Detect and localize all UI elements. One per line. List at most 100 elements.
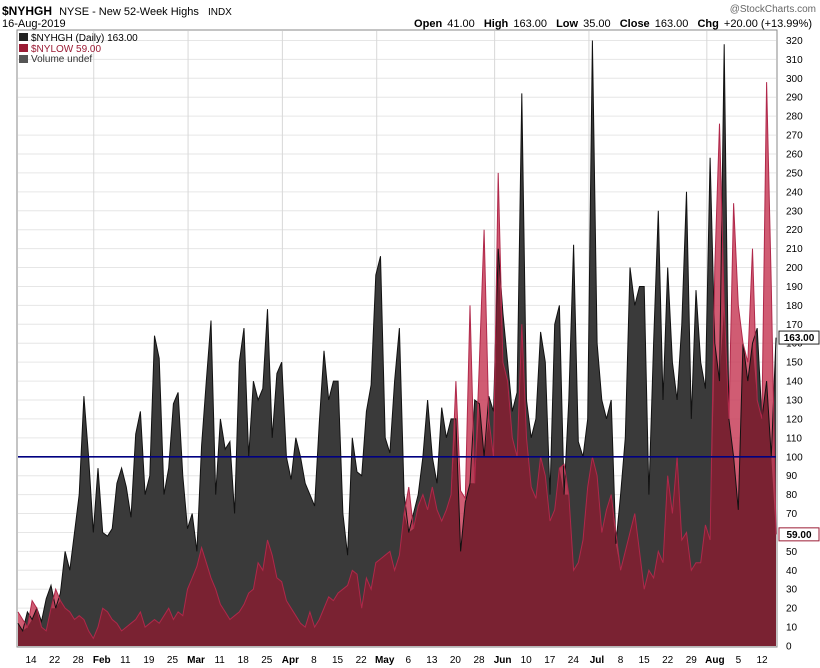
- y-tick-label: 20: [786, 604, 798, 615]
- y-tick-label: 310: [786, 55, 803, 66]
- close-value: 163.00: [655, 18, 689, 30]
- last-value-highs-box: [778, 330, 820, 345]
- y-tick-label: 210: [786, 244, 803, 255]
- y-tick-label: 320: [786, 36, 803, 47]
- x-tick-label: 28: [473, 655, 485, 666]
- last-value-highs: 163.00: [778, 330, 820, 345]
- series-areas: [17, 40, 777, 647]
- open-label: Open: [414, 18, 442, 30]
- y-tick-label: 10: [786, 623, 798, 634]
- low-label: Low: [556, 18, 578, 30]
- y-tick-label: 100: [786, 452, 803, 463]
- x-tick-label: 8: [311, 655, 317, 666]
- y-tick-label: 300: [786, 74, 803, 85]
- legend-item-volume: Volume undef: [19, 54, 92, 65]
- x-tick-label: 15: [639, 655, 651, 666]
- low-value: 35.00: [583, 18, 611, 30]
- x-tick-label: 15: [332, 655, 344, 666]
- x-tick-label: 12: [756, 655, 768, 666]
- x-tick-label: Aug: [705, 655, 724, 666]
- legend-swatch-highs: [19, 33, 28, 41]
- last-value-lows-value: 59.00: [786, 530, 811, 541]
- y-tick-label: 110: [786, 433, 802, 444]
- legend-label-volume: Volume undef: [31, 54, 92, 65]
- x-tick-label: Apr: [282, 655, 299, 666]
- legend-item-highs: $NYHGH (Daily) 163.00: [19, 33, 138, 44]
- y-tick-label: 170: [786, 320, 803, 331]
- series-line-highs: [17, 40, 777, 633]
- last-value-badges: 163.00 59.00: [778, 330, 820, 542]
- x-tick-label: 5: [736, 655, 742, 666]
- x-axis: 14 22 28 Feb 11 19 25 Mar 11 18 25 Apr 8 15 22 May 6 13 20…: [25, 655, 768, 666]
- last-value-lows-box: [778, 527, 820, 542]
- x-tick-label: 8: [618, 655, 624, 666]
- y-tick-label: 80: [786, 490, 798, 501]
- chg-value: +20.00 (+13.99%): [724, 18, 812, 30]
- y-tick-label: 70: [786, 509, 798, 520]
- y-tick-label: 90: [786, 471, 798, 482]
- x-tick-label: 22: [356, 655, 368, 666]
- y-tick-label: 230: [786, 206, 803, 217]
- x-tick-label: 6: [406, 655, 412, 666]
- y-tick-label: 250: [786, 168, 803, 179]
- high-value: 163.00: [513, 18, 547, 30]
- close-label: Close: [620, 18, 650, 30]
- watermark: @StockCharts.com: [730, 4, 816, 15]
- x-tick-label: May: [375, 655, 395, 666]
- x-tick-label: 22: [49, 655, 61, 666]
- series-line-lows: [17, 82, 777, 640]
- y-tick-label: 260: [786, 150, 803, 161]
- x-tick-label: 29: [686, 655, 698, 666]
- description: NYSE - New 52-Week Highs: [59, 6, 199, 18]
- open-value: 41.00: [447, 18, 475, 30]
- y-tick-label: 270: [786, 131, 803, 142]
- y-tick-label: 140: [786, 377, 803, 388]
- y-tick-label: 280: [786, 112, 803, 123]
- x-tick-label: 10: [521, 655, 533, 666]
- x-tick-label: Feb: [93, 655, 111, 666]
- x-tick-label: 11: [214, 655, 225, 666]
- y-tick-label: 290: [786, 93, 803, 104]
- y-tick-label: 220: [786, 225, 803, 236]
- x-tick-label: Jul: [590, 655, 605, 666]
- last-value-highs-value: 163.00: [784, 333, 815, 344]
- legend-swatch-volume: [19, 55, 28, 63]
- x-tick-label: 14: [25, 655, 37, 666]
- x-tick-label: 20: [450, 655, 462, 666]
- high-label: High: [484, 18, 509, 30]
- x-tick-label: 28: [73, 655, 85, 666]
- series-area-highs: [18, 40, 776, 646]
- legend-label-highs: $NYHGH (Daily) 163.00: [31, 33, 138, 44]
- exchange: INDX: [208, 7, 232, 18]
- chart-title: $NYHGH NYSE - New 52-Week Highs INDX: [2, 4, 232, 18]
- y-axis: 0102030405060708090100110120130140150160…: [786, 36, 803, 653]
- x-tick-label: 18: [238, 655, 250, 666]
- x-tick-label: 13: [426, 655, 438, 666]
- last-value-lows: 59.00: [778, 527, 820, 542]
- y-tick-label: 0: [786, 642, 792, 653]
- ohlc-readout: Open 41.00 High 163.00 Low 35.00 Close 1…: [414, 18, 812, 30]
- y-tick-label: 30: [786, 585, 798, 596]
- legend-label-lows: $NYLOW 59.00: [31, 44, 101, 55]
- x-tick-label: 17: [544, 655, 556, 666]
- y-tick-label: 150: [786, 358, 803, 369]
- legend: $NYHGH (Daily) 163.00 $NYLOW 59.00 Volum…: [19, 33, 138, 65]
- x-tick-label: 19: [143, 655, 155, 666]
- y-tick-label: 120: [786, 414, 803, 425]
- legend-item-lows: $NYLOW 59.00: [19, 44, 101, 55]
- x-tick-label: Mar: [187, 655, 205, 666]
- legend-swatch-lows: [19, 44, 28, 52]
- y-tick-label: 40: [786, 566, 798, 577]
- y-tick-label: 190: [786, 282, 803, 293]
- y-tick-label: 180: [786, 301, 803, 312]
- symbol: $NYHGH: [2, 4, 52, 18]
- x-tick-label: 11: [120, 655, 131, 666]
- y-tick-label: 50: [786, 547, 798, 558]
- chg-label: Chg: [697, 18, 718, 30]
- x-tick-label: Jun: [494, 655, 512, 666]
- y-tick-label: 200: [786, 263, 803, 274]
- x-tick-label: 24: [568, 655, 580, 666]
- date: 16-Aug-2019: [2, 18, 66, 30]
- y-tick-label: 130: [786, 396, 803, 407]
